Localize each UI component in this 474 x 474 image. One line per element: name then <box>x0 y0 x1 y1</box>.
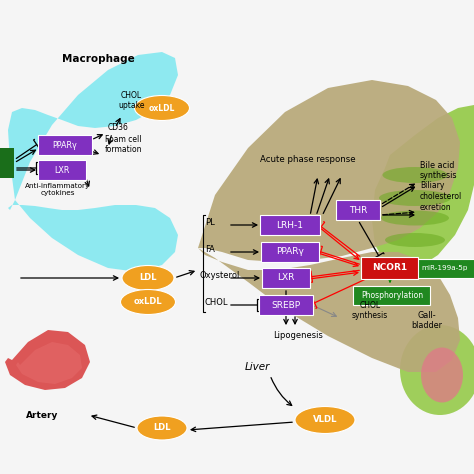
Polygon shape <box>5 330 90 390</box>
Text: PPARγ: PPARγ <box>276 247 304 256</box>
Text: LXR: LXR <box>277 273 295 283</box>
Ellipse shape <box>379 190 451 206</box>
Text: Acute phase response: Acute phase response <box>260 155 356 164</box>
Text: Gall-
bladder: Gall- bladder <box>411 310 443 330</box>
FancyBboxPatch shape <box>262 268 310 288</box>
Ellipse shape <box>381 210 449 226</box>
Ellipse shape <box>122 265 174 291</box>
FancyBboxPatch shape <box>260 215 320 235</box>
FancyBboxPatch shape <box>415 258 474 277</box>
Text: Liver: Liver <box>245 362 270 372</box>
Text: Biliary
cholesterol
exretion: Biliary cholesterol exretion <box>420 181 462 212</box>
Ellipse shape <box>135 95 190 120</box>
Text: SREBP: SREBP <box>272 301 301 310</box>
FancyBboxPatch shape <box>362 257 419 279</box>
FancyBboxPatch shape <box>261 242 319 262</box>
Text: CHOL
synthesis: CHOL synthesis <box>352 301 388 320</box>
Text: CD36: CD36 <box>108 123 129 132</box>
Text: Lipogenesis: Lipogenesis <box>273 331 323 340</box>
Text: Bile acid
synthesis: Bile acid synthesis <box>420 161 457 180</box>
Text: CHOL
uptake: CHOL uptake <box>118 91 145 110</box>
Ellipse shape <box>421 347 463 402</box>
Text: LDL: LDL <box>139 273 157 283</box>
Text: Foam cell
formation: Foam cell formation <box>105 135 143 154</box>
Text: oxLDL: oxLDL <box>134 298 162 307</box>
Ellipse shape <box>120 290 175 315</box>
Polygon shape <box>198 80 460 372</box>
Text: CHOL: CHOL <box>205 298 228 307</box>
Text: LDL: LDL <box>153 423 171 432</box>
Text: PPARγ: PPARγ <box>53 140 77 149</box>
Text: Oxysterol: Oxysterol <box>200 271 240 280</box>
FancyBboxPatch shape <box>336 200 380 220</box>
Polygon shape <box>8 52 178 272</box>
Text: oxLDL: oxLDL <box>149 103 175 112</box>
FancyBboxPatch shape <box>259 295 313 315</box>
Text: Anti-inflammatory
cytokines: Anti-inflammatory cytokines <box>26 183 91 196</box>
Text: LXR: LXR <box>55 165 70 174</box>
Ellipse shape <box>383 167 447 183</box>
Text: Macrophage: Macrophage <box>62 54 134 64</box>
Text: LRH-1: LRH-1 <box>276 220 303 229</box>
Ellipse shape <box>295 407 355 434</box>
FancyBboxPatch shape <box>0 148 14 178</box>
Text: NCOR1: NCOR1 <box>373 264 408 273</box>
Ellipse shape <box>400 325 474 415</box>
Text: PL: PL <box>205 218 215 227</box>
Text: Phosphorylation: Phosphorylation <box>361 291 423 300</box>
Text: miR-199a-5p: miR-199a-5p <box>422 265 468 271</box>
Ellipse shape <box>137 416 187 440</box>
Polygon shape <box>372 105 474 270</box>
Text: VLDL: VLDL <box>313 416 337 425</box>
Text: Artery: Artery <box>26 411 58 420</box>
Text: THR: THR <box>349 206 367 215</box>
FancyBboxPatch shape <box>354 285 430 304</box>
Text: FA: FA <box>205 245 215 254</box>
Ellipse shape <box>385 233 445 247</box>
FancyBboxPatch shape <box>38 160 86 180</box>
Polygon shape <box>16 342 82 384</box>
FancyBboxPatch shape <box>38 135 92 155</box>
